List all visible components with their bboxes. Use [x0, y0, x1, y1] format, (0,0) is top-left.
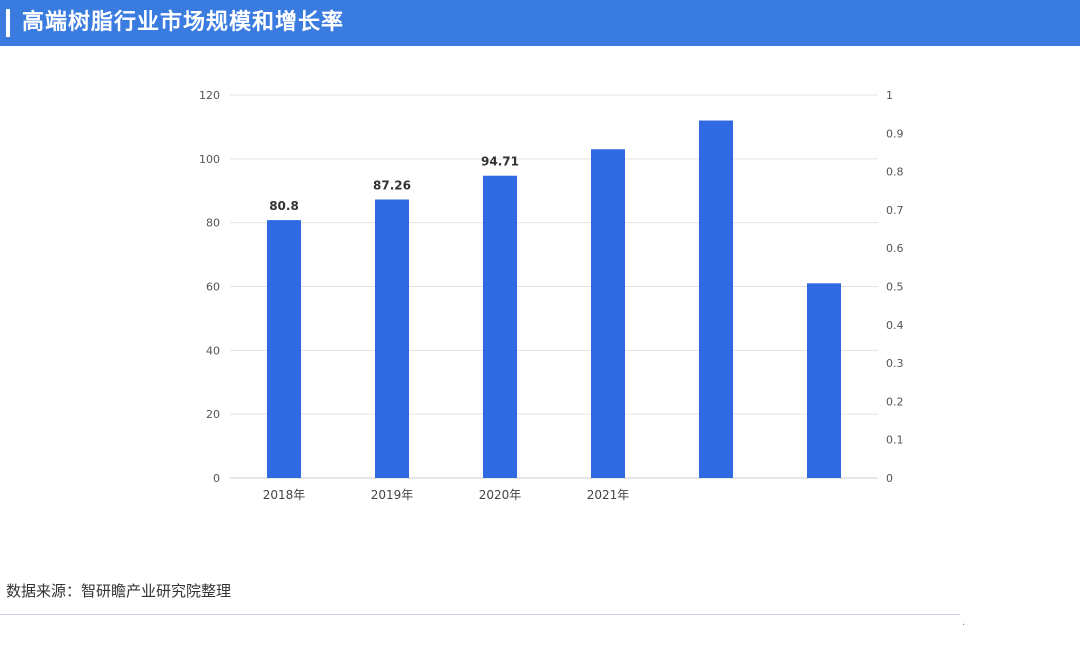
y-tick-label: 40: [206, 344, 220, 357]
y2-tick-label: 0.8: [886, 166, 904, 179]
y-tick-label: 0: [213, 472, 220, 485]
y2-tick-label: 0.2: [886, 395, 904, 408]
bar: [375, 199, 409, 478]
header-bar: 高端树脂行业市场规模和增长率: [0, 0, 1080, 46]
y2-tick-label: 0.9: [886, 127, 904, 140]
bottom-divider: [0, 614, 960, 615]
y-tick-label: 60: [206, 281, 220, 294]
y-tick-label: 80: [206, 217, 220, 230]
bar: [807, 283, 841, 478]
x-tick-label: 2020年: [479, 488, 522, 502]
y-tick-label: 20: [206, 408, 220, 421]
x-tick-label: 2019年: [371, 488, 414, 502]
bar: [699, 120, 733, 479]
y2-tick-label: 0.4: [886, 319, 904, 332]
data-source: 数据来源：智研瞻产业研究院整理: [6, 582, 232, 600]
y2-tick-label: 0.3: [886, 357, 904, 370]
y2-tick-label: 0.7: [886, 204, 904, 217]
y-tick-label: 120: [199, 89, 220, 102]
header-accent: [6, 9, 10, 37]
y2-tick-label: 0.1: [886, 434, 904, 447]
y2-tick-label: 1: [886, 89, 893, 102]
y-tick-label: 100: [199, 153, 220, 166]
bar: [483, 175, 517, 478]
bar: [267, 220, 301, 478]
data-label: 94.71: [481, 155, 519, 169]
data-label: 80.8: [269, 199, 299, 213]
y2-tick-label: 0: [886, 472, 893, 485]
x-tick-label: 2021年: [587, 488, 630, 502]
bar: [591, 149, 625, 478]
page-title: 高端树脂行业市场规模和增长率: [22, 10, 345, 35]
y2-tick-label: 0.6: [886, 242, 904, 255]
data-label: 87.26: [373, 178, 411, 192]
x-tick-label: 2018年: [263, 488, 306, 502]
y2-tick-label: 0.5: [886, 281, 904, 294]
corner-watermark: ·: [962, 620, 966, 631]
